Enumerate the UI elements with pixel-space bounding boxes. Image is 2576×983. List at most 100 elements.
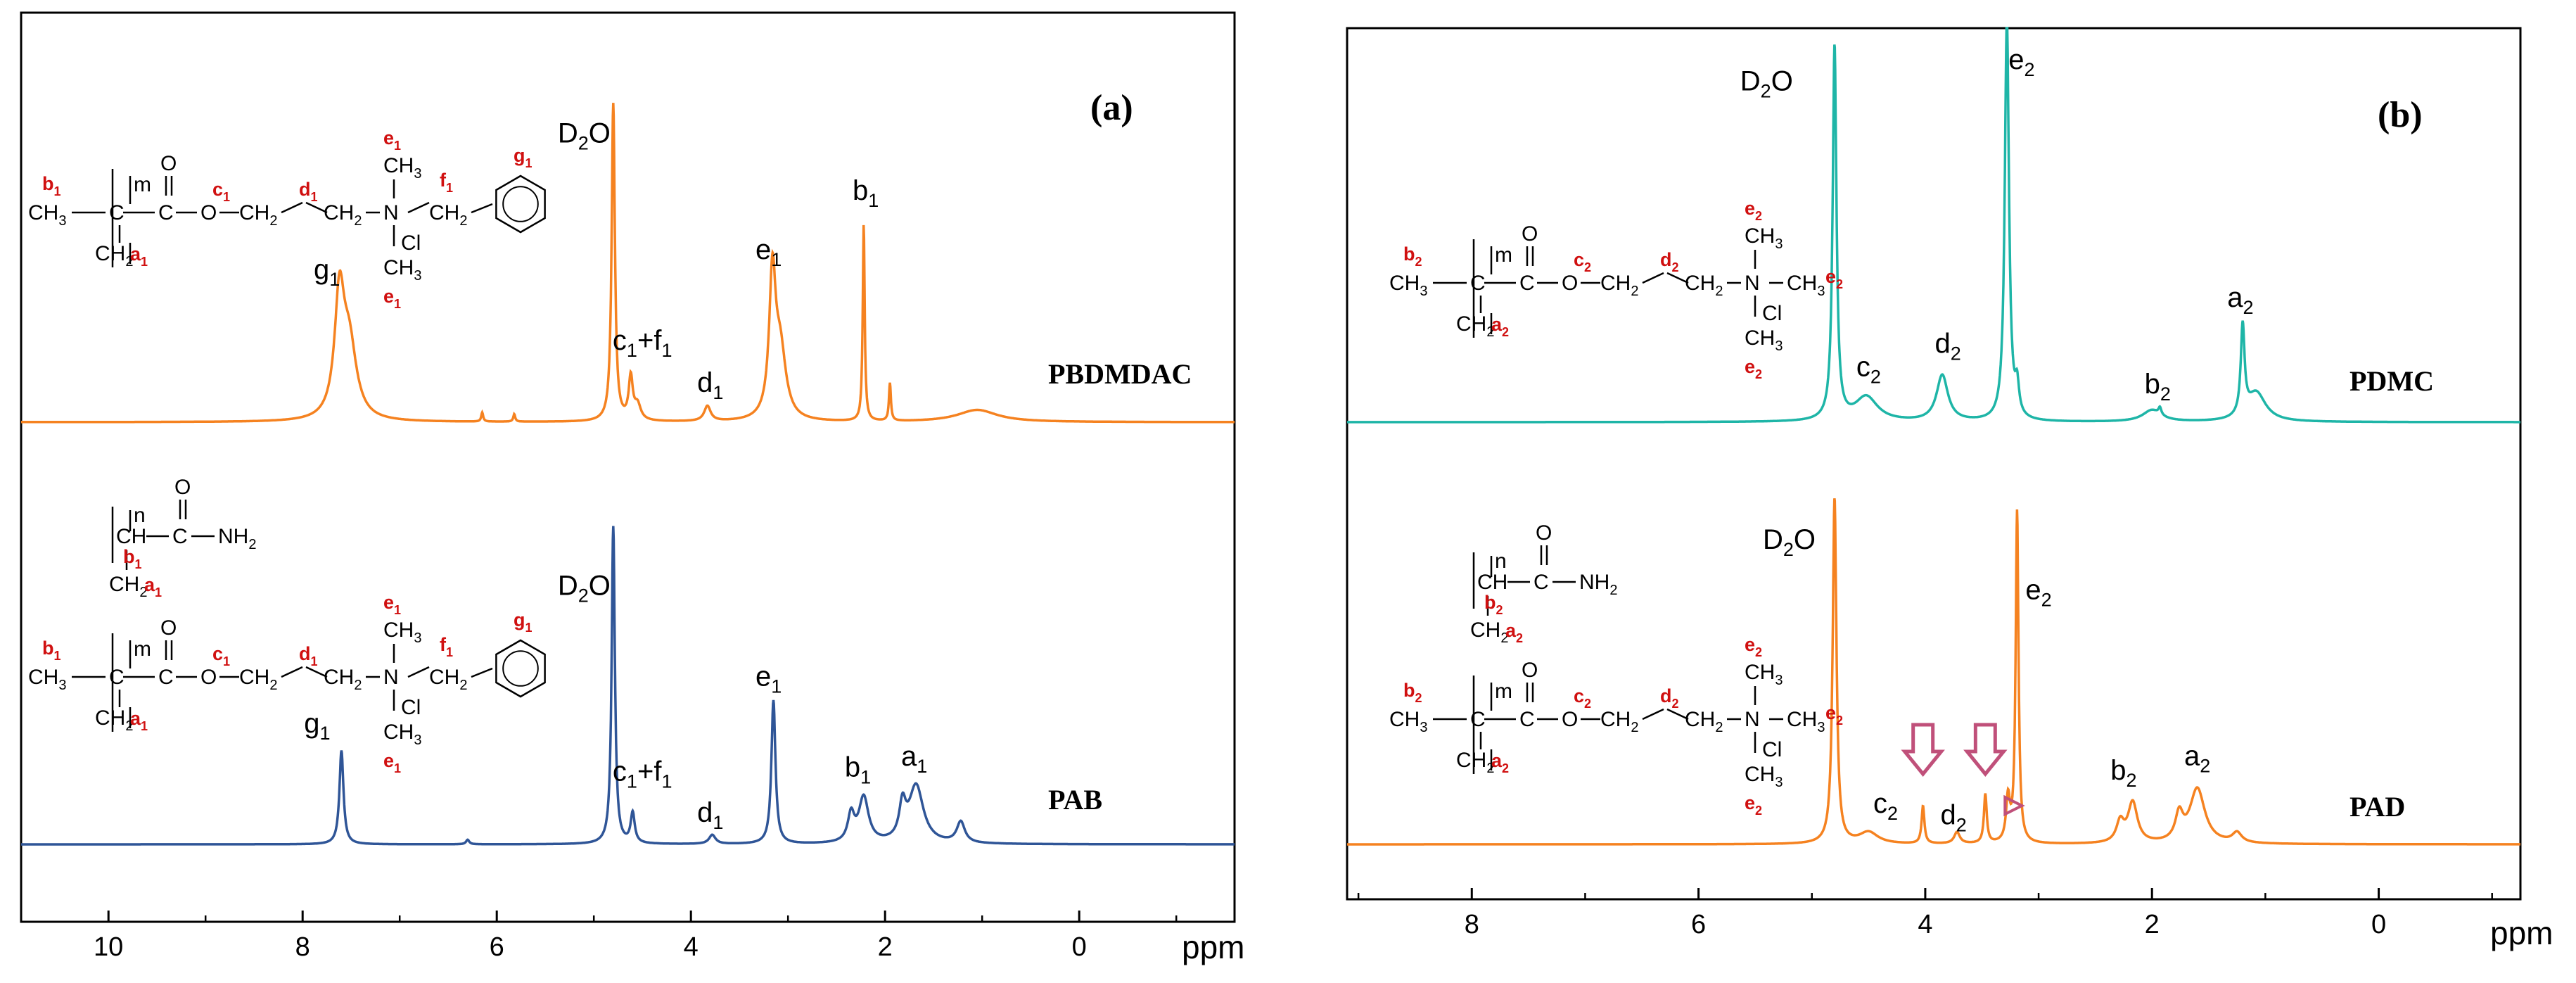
x-tick-label: 6 xyxy=(490,932,504,962)
peak-label: c2 xyxy=(1873,788,1898,824)
structure-text: e2 xyxy=(1745,198,1762,223)
peak-label: d2 xyxy=(1935,329,1961,364)
structure-text: e1 xyxy=(383,127,401,153)
structure-text: a2 xyxy=(1505,620,1523,645)
structure-text: C xyxy=(109,201,125,224)
x-tick-label: 4 xyxy=(684,932,699,962)
structure-text: a1 xyxy=(144,574,162,600)
structure-text: d2 xyxy=(1660,685,1679,711)
spectrum-pad xyxy=(1347,498,2520,846)
structure-text: O xyxy=(160,616,177,640)
peak-label: b2 xyxy=(2110,755,2136,791)
structure-text: Cl xyxy=(401,696,421,719)
structure-text: CH3 xyxy=(383,256,421,284)
structure-text: CH xyxy=(1477,571,1507,594)
peak-label: e2 xyxy=(2025,575,2051,611)
panel-b-frame xyxy=(1346,27,2522,901)
bond xyxy=(471,667,493,678)
structure-text: b1 xyxy=(42,638,61,663)
structure-text: Cl xyxy=(1762,302,1782,325)
structure-text: m xyxy=(1495,680,1512,703)
structure-text: c1 xyxy=(212,179,230,204)
structure-text: CH3 xyxy=(1787,272,1825,299)
structure-text: CH2 xyxy=(1600,708,1638,735)
structure-text: CH2 xyxy=(1685,708,1723,735)
structure-text: b2 xyxy=(1403,243,1422,269)
structure-text: e2 xyxy=(1745,792,1762,818)
peak-label: b2 xyxy=(2145,369,2171,405)
panel-b-x-axis: 8 6 4 2 0 xyxy=(1357,888,2493,939)
arrow-icon xyxy=(1963,723,2008,777)
panel-a-spectra xyxy=(21,103,1235,846)
bond xyxy=(471,203,493,214)
panel-a-unit: ppm xyxy=(1182,929,1244,965)
structure-text: g1 xyxy=(514,609,533,635)
structure-text: C xyxy=(109,666,125,689)
structure-text: c2 xyxy=(1574,249,1591,274)
structure-text: C xyxy=(1470,272,1486,295)
structure-text: a1 xyxy=(130,243,148,269)
structure-text: NH2 xyxy=(218,525,256,552)
structure-text: b2 xyxy=(1403,680,1422,705)
benzene-ring-inner xyxy=(502,186,539,222)
peak-label: g1 xyxy=(304,708,330,744)
structure-text: CH2 xyxy=(1685,272,1723,299)
peak-label: D2O xyxy=(1740,66,1793,102)
structure-text: e2 xyxy=(1745,634,1762,659)
structure-text: n xyxy=(134,504,146,527)
structure-text: a1 xyxy=(130,708,148,733)
structure-text: CH3 xyxy=(383,154,421,182)
peak-label: g1 xyxy=(314,254,340,290)
structure-text: CH xyxy=(116,525,146,548)
spectrum-pbdmdac xyxy=(21,103,1235,424)
peak-label: b1 xyxy=(853,175,879,211)
structure-text: e2 xyxy=(1825,702,1843,728)
structure-text: CH2 xyxy=(109,573,147,600)
structure-text: CH2 xyxy=(324,666,362,693)
structure-text: d1 xyxy=(299,643,318,668)
structure-text: CH3 xyxy=(1745,763,1783,790)
peak-label: a1 xyxy=(901,741,927,777)
structure-text: NH2 xyxy=(1579,571,1617,598)
peak-label: D2O xyxy=(558,570,611,606)
x-tick-label: 8 xyxy=(1465,910,1479,939)
structure-text: O xyxy=(200,666,217,689)
x-tick-label: 2 xyxy=(2145,910,2160,939)
structure-text: N xyxy=(383,201,399,224)
peak-label: d2 xyxy=(1941,799,1967,835)
structure-text: CH2 xyxy=(1600,272,1638,299)
structure-text: O xyxy=(174,476,191,499)
structure-text: O xyxy=(1536,521,1552,545)
panel-b-spectra xyxy=(1347,27,2520,846)
structure-text: g1 xyxy=(514,145,533,170)
panel-b-unit: ppm xyxy=(2490,915,2553,951)
structure-text: CH3 xyxy=(1389,272,1427,299)
structure-text: CH2 xyxy=(429,201,467,229)
structure-text: b1 xyxy=(42,173,61,198)
structure-text: N xyxy=(383,666,399,689)
spectrum-pdmc xyxy=(1347,27,2520,424)
structure-text: CH3 xyxy=(1787,708,1825,735)
structure-text: m xyxy=(1495,243,1512,267)
structure-text: a2 xyxy=(1491,750,1509,775)
structure-text: CH3 xyxy=(28,201,66,229)
bond xyxy=(1642,708,1664,721)
benzene-ring xyxy=(495,639,546,698)
structure-text: f1 xyxy=(440,634,453,659)
panel-a-x-axis: 10 8 6 4 2 0 xyxy=(94,911,1178,962)
peak-label: e1 xyxy=(755,661,782,697)
x-tick-label: 0 xyxy=(2371,910,2386,939)
structure-text: b1 xyxy=(123,546,142,571)
peak-label: c2 xyxy=(1856,351,1881,387)
structure-text: e1 xyxy=(383,750,401,775)
structure-text: C xyxy=(158,201,174,224)
structure-text: b2 xyxy=(1484,592,1503,617)
structure-text: c1 xyxy=(212,643,230,668)
x-tick-label: 2 xyxy=(878,932,893,962)
bond xyxy=(281,201,303,214)
structure-text: CH2 xyxy=(239,201,277,229)
structure-text: O xyxy=(1522,659,1538,682)
